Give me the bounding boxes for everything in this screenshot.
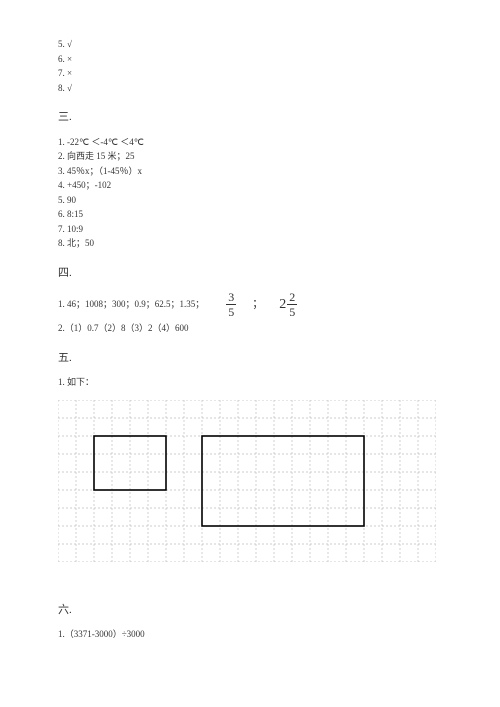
fraction-1: 3 5	[226, 291, 236, 318]
list-item: 3. 45％x；（1-45％）x	[58, 165, 442, 179]
frac-whole: 2	[279, 294, 286, 315]
section-4-header: 四.	[58, 265, 442, 282]
list-item: 7. 10:9	[58, 223, 442, 237]
list-item: 5. 90	[58, 194, 442, 208]
section-3-header: 三.	[58, 109, 442, 126]
section-4-q1: 1. 46；1008；300；0.9；62.5；1.35； 3 5 ； 2 2 …	[58, 291, 442, 318]
list-item: 4. +450；-102	[58, 179, 442, 193]
ans-item: 8. √	[58, 82, 442, 96]
ans-mark: √	[67, 39, 72, 49]
section-6-line1: 1.（3371-3000）÷3000	[58, 628, 442, 642]
grid-figure	[58, 400, 442, 562]
list-item: 1. -22℃ ＜-4℃ ＜4℃	[58, 136, 442, 150]
ans-item: 6. ×	[58, 53, 442, 67]
ans-num: 5.	[58, 39, 65, 49]
q1-text: 1. 46；1008；300；0.9；62.5；1.35；	[58, 298, 204, 312]
ans-mark: ×	[67, 54, 72, 64]
list-item: 2. 向西走 15 米；25	[58, 150, 442, 164]
section-3-list: 1. -22℃ ＜-4℃ ＜4℃ 2. 向西走 15 米；25 3. 45％x；…	[58, 136, 442, 251]
list-item: 6. 8:15	[58, 208, 442, 222]
grid-svg	[58, 400, 436, 562]
ans-mark: √	[67, 83, 72, 93]
frac-num: 2	[287, 291, 297, 305]
ans-num: 7.	[58, 68, 65, 78]
frac-den: 5	[287, 305, 297, 318]
ans-num: 6.	[58, 54, 65, 64]
section-4-q2: 2.（1）0.7（2）8（3）2（4）600	[58, 322, 442, 336]
section-6-header: 六.	[58, 602, 442, 619]
list-item: 8. 北；50	[58, 237, 442, 251]
semicolon: ；	[252, 296, 263, 313]
frac-num: 3	[226, 291, 236, 305]
ans-mark: ×	[67, 68, 72, 78]
section-5-line1: 1. 如下：	[58, 376, 442, 390]
top-answer-list: 5. √ 6. × 7. × 8. √	[58, 38, 442, 95]
ans-item: 7. ×	[58, 67, 442, 81]
frac-den: 5	[226, 305, 236, 318]
fraction-2: 2 2 5	[279, 291, 297, 318]
ans-num: 8.	[58, 83, 65, 93]
ans-item: 5. √	[58, 38, 442, 52]
section-5-header: 五.	[58, 350, 442, 367]
